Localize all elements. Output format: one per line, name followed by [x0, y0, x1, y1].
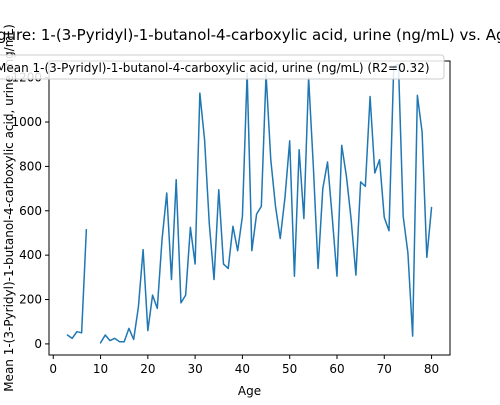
x-tick-label: 70: [377, 362, 392, 376]
legend-box: [0, 54, 445, 80]
x-tick-label: 0: [49, 362, 57, 376]
series-line-segment: [66, 228, 88, 340]
series-line-segment: [99, 63, 433, 344]
y-tick-label: 200: [19, 293, 42, 307]
y-tick-label: 400: [19, 248, 42, 262]
legend-entry-label: Mean 1-(3-Pyridyl)-1-butanol-4-carboxyli…: [0, 61, 430, 75]
x-tick-label: 10: [93, 362, 108, 376]
legend: Mean 1-(3-Pyridyl)-1-butanol-4-carboxyli…: [0, 54, 445, 80]
series-layer: [66, 63, 433, 344]
y-axis-label: Mean 1-(3-Pyridyl)-1-butanol-4-carboxyli…: [2, 24, 16, 392]
y-tick-label: 1000: [11, 115, 42, 129]
x-tick-label: 40: [235, 362, 250, 376]
y-tick-label: 800: [19, 159, 42, 173]
chart-title: Figure: 1-(3-Pyridyl)-1-butanol-4-carbox…: [0, 26, 500, 44]
x-tick-label: 30: [187, 362, 202, 376]
y-axis-ticks: 020040060080010001200: [11, 71, 49, 351]
x-tick-label: 60: [329, 362, 344, 376]
y-tick-label: 0: [34, 337, 42, 351]
y-tick-label: 600: [19, 204, 42, 218]
x-tick-label: 50: [282, 362, 297, 376]
x-axis-label: Age: [238, 384, 261, 398]
x-axis-ticks: 0 10 20 30 40 50 60 70 80: [49, 355, 439, 376]
x-tick-label: 80: [424, 362, 439, 376]
x-tick-label: 20: [140, 362, 155, 376]
